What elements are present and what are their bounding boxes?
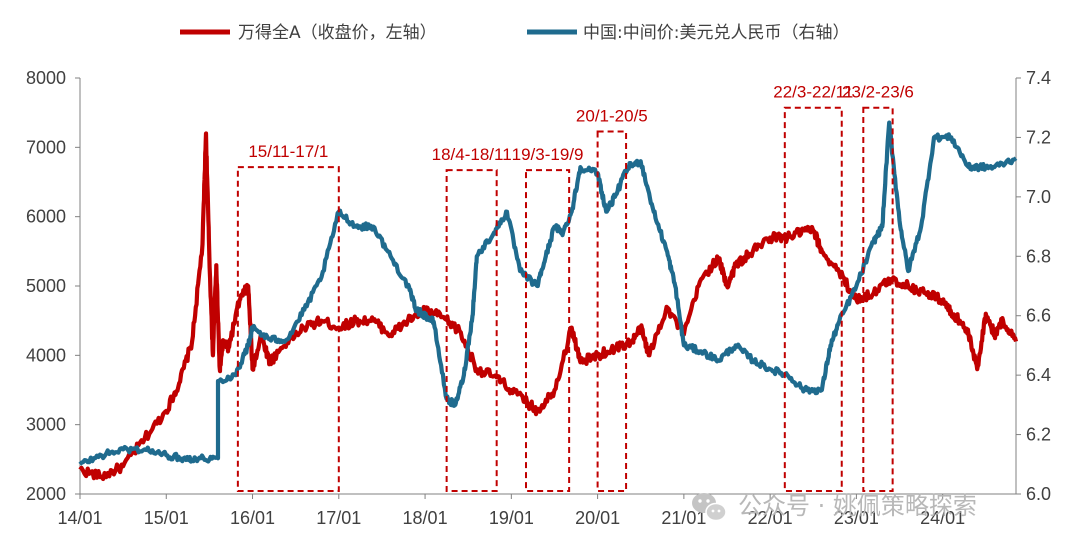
x-tick-label: 22/01 (748, 508, 793, 528)
x-tick-label: 18/01 (403, 508, 448, 528)
series-layer (78, 120, 1019, 482)
watermark: 公众号 · 姚佩策略探索 (692, 492, 977, 522)
x-axis-ticks: 14/01 15/01 16/01 17/01 18/01 19/01 20/01 21/01… (57, 494, 965, 528)
x-tick-label: 21/01 (661, 508, 706, 528)
series-line-usdcny (78, 120, 1018, 466)
period-box (862, 106, 894, 492)
right-tick-label: 6.2 (1026, 425, 1051, 445)
right-tick-label: 6.6 (1026, 306, 1051, 326)
period-box (445, 169, 498, 492)
x-tick-label: 15/01 (144, 508, 189, 528)
legend: 万得全A（收盘价，左轴） 中国:中间价:美元兑人民币（右轴） (180, 23, 849, 43)
left-tick-label: 6000 (26, 207, 66, 227)
left-tick-label: 4000 (26, 345, 66, 365)
period-label: 18/4-18/11 (432, 145, 512, 164)
legend-label-usdcny: 中国:中间价:美元兑人民币（右轴） (583, 23, 849, 43)
x-tick-label: 23/01 (834, 508, 879, 528)
period-label: 20/1-20/5 (576, 106, 648, 125)
right-tick-label: 7.4 (1026, 68, 1051, 88)
x-tick-label: 24/01 (920, 508, 965, 528)
annotation-layer: 15/11-17/1 18/4-18/11 19/3-19/9 20/1-20/5 22… (236, 83, 914, 492)
x-tick-label: 17/01 (316, 508, 361, 528)
x-tick-label: 19/01 (489, 508, 534, 528)
period-box (783, 106, 843, 492)
legend-label-a-share: 万得全A（收盘价，左轴） (238, 23, 437, 43)
right-tick-label: 6.0 (1026, 484, 1051, 504)
right-tick-label: 7.2 (1026, 127, 1051, 147)
wechat-icon (692, 493, 727, 522)
period-label: 15/11-17/1 (248, 142, 328, 161)
series-line-a-share (78, 131, 1019, 482)
period-box (596, 130, 628, 492)
period-label: 23/2-23/6 (842, 83, 914, 102)
period-label: 19/3-19/9 (512, 145, 584, 164)
left-tick-label: 5000 (26, 276, 66, 296)
left-tick-label: 8000 (26, 68, 66, 88)
right-tick-label: 6.8 (1026, 246, 1051, 266)
x-tick-label: 14/01 (57, 508, 102, 528)
x-tick-label: 16/01 (230, 508, 275, 528)
x-tick-label: 20/01 (575, 508, 620, 528)
period-label: 22/3-22/11 (773, 83, 853, 102)
right-axis-ticks: 6.0 6.2 6.4 6.6 6.8 7.0 7.2 7.4 (1016, 68, 1051, 504)
period-box (236, 166, 340, 492)
period-box (525, 169, 571, 492)
watermark-text: 公众号 · 姚佩策略探索 (738, 492, 977, 520)
right-tick-label: 6.4 (1026, 365, 1051, 385)
left-tick-label: 7000 (26, 137, 66, 157)
right-tick-label: 7.0 (1026, 187, 1051, 207)
left-tick-label: 2000 (26, 484, 66, 504)
left-axis-ticks: 2000 3000 4000 5000 6000 7000 8000 (26, 68, 80, 504)
left-tick-label: 3000 (26, 415, 66, 435)
